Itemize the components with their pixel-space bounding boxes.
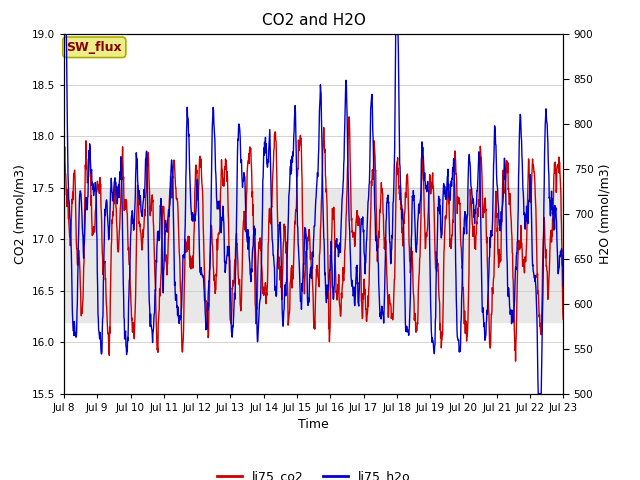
Title: CO2 and H2O: CO2 and H2O (262, 13, 365, 28)
Bar (64, 188, 563, 322)
Y-axis label: CO2 (mmol/m3): CO2 (mmol/m3) (13, 164, 26, 264)
X-axis label: Time: Time (298, 418, 329, 431)
Y-axis label: H2O (mmol/m3): H2O (mmol/m3) (599, 163, 612, 264)
Text: SW_flux: SW_flux (67, 41, 122, 54)
Legend: li75_co2, li75_h2o: li75_co2, li75_h2o (212, 465, 415, 480)
